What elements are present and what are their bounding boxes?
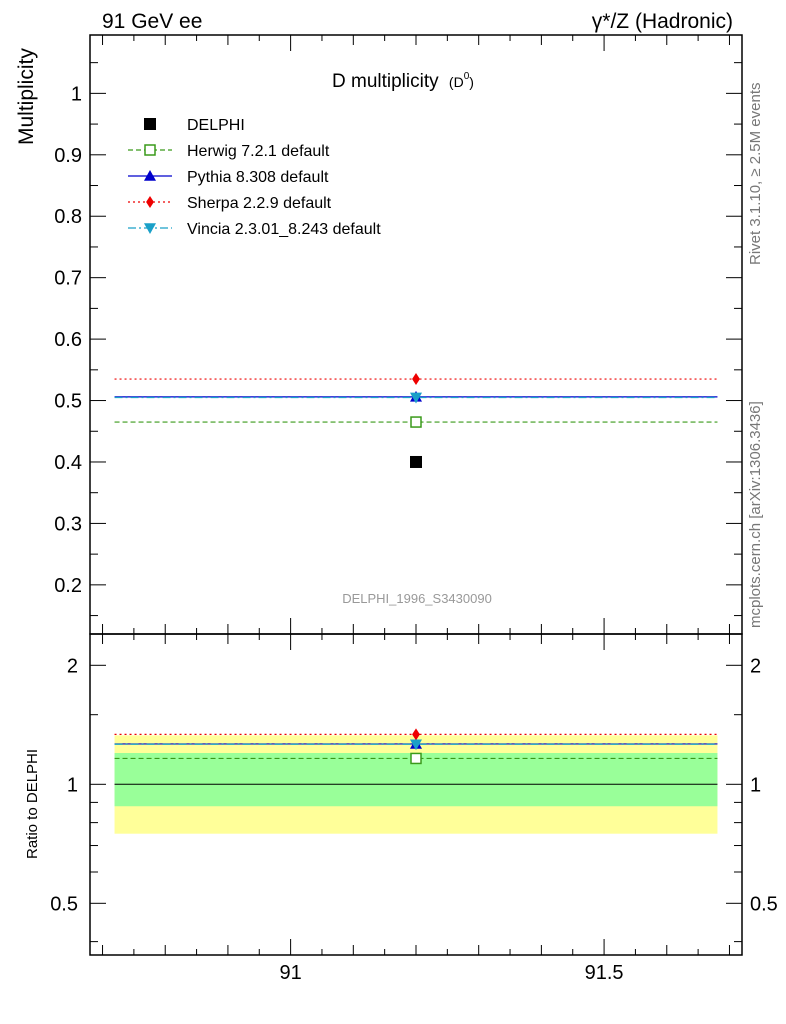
main-plot-title: D multiplicity (D0) (332, 71, 474, 92)
main-y-tick-label: 0.2 (54, 575, 82, 597)
ratio-y-axis-label: Ratio to DELPHI (24, 749, 41, 859)
header-energy-label: 91 GeV ee (102, 10, 202, 33)
legend-entry-herwig-7-2-1-default: Herwig 7.2.1 default (128, 143, 330, 160)
main-y-tick-label: 0.7 (54, 268, 82, 290)
ratio-marker-sherpa-2-2-9-default (412, 728, 420, 741)
legend-entry-delphi: DELPHI (144, 117, 245, 134)
main-y-tick-label: 0.3 (54, 513, 82, 535)
main-marker-vincia-2-3-01-8-243-default (410, 392, 422, 404)
ratio-y-tick-label-right: 0.5 (750, 893, 778, 915)
rivet-note: Rivet 3.1.10, ≥ 2.5M events (747, 83, 764, 266)
ratio-marker-vincia-2-3-01-8-243-default (410, 739, 422, 751)
legend-label: Vincia 2.3.01_8.243 default (187, 221, 381, 238)
legend-marker (146, 196, 154, 208)
main-series-markers (410, 373, 422, 468)
ratio-y-tick-label: 1 (67, 774, 78, 796)
main-y-tick-label: 0.9 (54, 145, 82, 167)
ratio-y-tick-label: 2 (67, 655, 78, 677)
legend-marker (144, 170, 156, 181)
legend-label: Sherpa 2.2.9 default (187, 195, 332, 212)
legend-marker (144, 118, 156, 130)
legend: DELPHI Herwig 7.2.1 default Pythia 8.308 d… (128, 117, 381, 238)
legend-marker (144, 144, 156, 156)
legend-label: DELPHI (187, 117, 245, 134)
main-y-tick-label: 0.8 (54, 206, 82, 228)
main-y-axis-label: Multiplicity (15, 48, 38, 145)
header-process-label: γ*/Z (Hadronic) (592, 10, 733, 33)
axis-ticks: 0.2 0.3 0.4 0.5 0.6 0.7 0.8 0.9 1 91 91.5 0.5 0.5 1 1 2… (50, 35, 778, 984)
analysis-tag: DELPHI_1996_S3430090 (342, 591, 492, 606)
main-marker-herwig-7-2-1-default (410, 416, 422, 428)
legend-entry-vincia-2-3-01-8-243-default: Vincia 2.3.01_8.243 default (128, 221, 381, 238)
ratio-y-tick-label-right: 1 (750, 774, 761, 796)
main-y-tick-label: 1 (71, 83, 82, 105)
legend-label: Herwig 7.2.1 default (187, 143, 330, 160)
main-y-tick-label: 0.4 (54, 452, 82, 474)
main-marker-delphi (410, 455, 422, 468)
main-marker-sherpa-2-2-9-default (412, 373, 420, 386)
ratio-series-markers (410, 728, 422, 765)
mcplots-note: mcplots.cern.ch [arXiv:1306.3436] (747, 401, 764, 628)
main-y-tick-label: 0.5 (54, 391, 82, 413)
legend-entry-sherpa-2-2-9-default: Sherpa 2.2.9 default (128, 195, 332, 212)
legend-marker (144, 223, 156, 234)
legend-label: Pythia 8.308 default (187, 169, 329, 186)
main-y-tick-label: 0.6 (54, 329, 82, 351)
x-tick-label: 91.5 (585, 962, 624, 984)
ratio-marker-herwig-7-2-1-default (410, 752, 422, 765)
x-tick-label: 91 (279, 962, 301, 984)
legend-entry-pythia-8-308-default: Pythia 8.308 default (128, 169, 329, 186)
ratio-y-tick-label: 0.5 (50, 893, 78, 915)
ratio-y-tick-label-right: 2 (750, 655, 761, 677)
